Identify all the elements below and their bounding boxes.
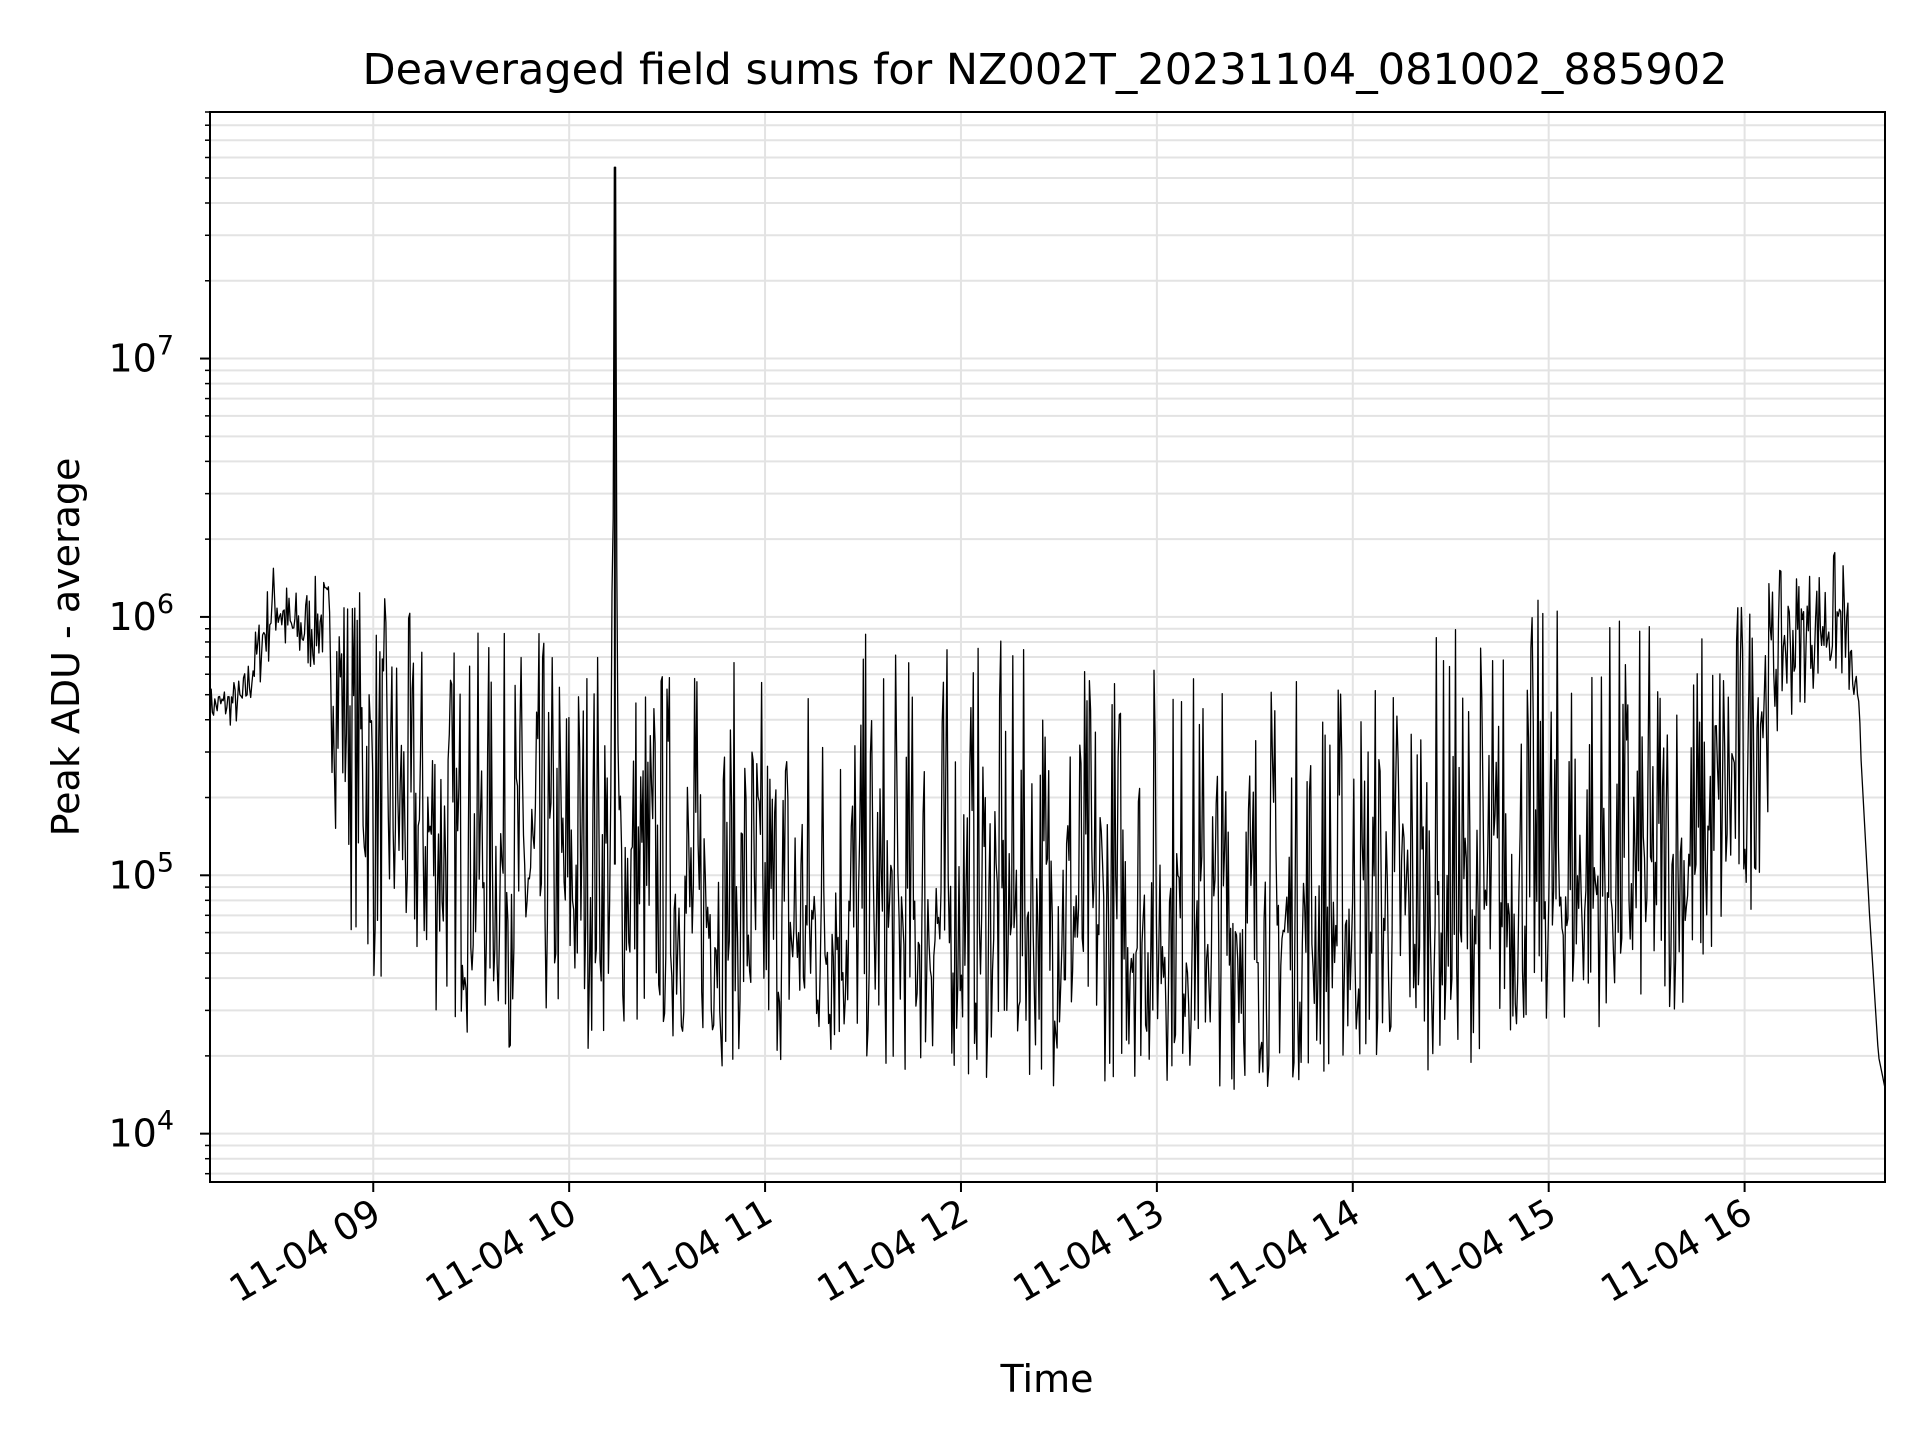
y-tick-label-base: 10 — [108, 1112, 156, 1156]
y-tick-label-exponent: 5 — [157, 847, 174, 878]
y-tick-label-exponent: 4 — [157, 1106, 174, 1137]
plot-frame — [209, 111, 1886, 1183]
chart-title: Deaveraged field sums for NZ002T_2023110… — [362, 45, 1727, 95]
y-tick-label-base: 10 — [108, 853, 156, 897]
series-line — [209, 166, 1886, 1090]
x-axis-label: Time — [1000, 1357, 1094, 1401]
y-tick-label-exponent: 6 — [157, 589, 174, 620]
y-tick-label: 106 — [108, 589, 174, 639]
grid — [210, 111, 1885, 1182]
y-tick-label-exponent: 7 — [157, 331, 174, 362]
y-axis-label: Peak ADU - average — [44, 458, 88, 837]
y-tick-label-base: 10 — [108, 595, 156, 639]
y-tick-label: 105 — [108, 847, 174, 897]
y-tick-label: 104 — [108, 1106, 174, 1156]
series-group — [209, 166, 1886, 1090]
y-tick-label: 107 — [108, 331, 174, 381]
y-tick-label-base: 10 — [108, 337, 156, 381]
